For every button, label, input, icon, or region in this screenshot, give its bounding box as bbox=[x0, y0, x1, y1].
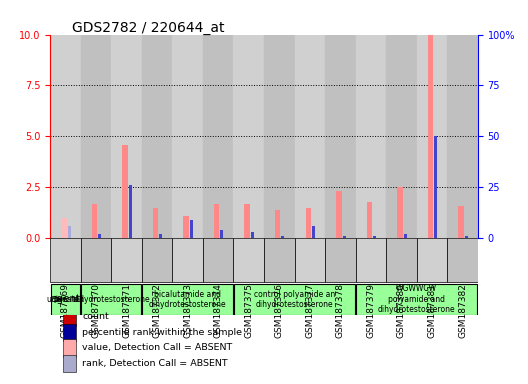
Bar bbox=[63, 308, 76, 326]
Bar bbox=[403, 234, 407, 238]
Bar bbox=[264, 35, 295, 238]
Bar bbox=[81, 238, 111, 283]
Bar bbox=[203, 238, 233, 283]
Bar bbox=[306, 208, 311, 238]
Bar bbox=[51, 284, 80, 314]
Bar bbox=[281, 236, 285, 238]
Text: GSM187369: GSM187369 bbox=[61, 283, 70, 338]
Text: GSM187380: GSM187380 bbox=[397, 283, 406, 338]
Bar bbox=[373, 236, 376, 238]
Bar bbox=[203, 35, 233, 238]
Bar bbox=[447, 238, 478, 283]
Text: GSM187381: GSM187381 bbox=[428, 283, 437, 338]
Bar bbox=[63, 324, 76, 341]
Text: GSM187374: GSM187374 bbox=[214, 283, 223, 338]
Bar bbox=[233, 35, 264, 238]
Bar bbox=[172, 238, 203, 283]
Bar bbox=[465, 236, 468, 238]
Text: GSM187372: GSM187372 bbox=[153, 283, 162, 338]
Text: GSM187373: GSM187373 bbox=[183, 283, 192, 338]
Bar bbox=[264, 238, 295, 283]
Bar bbox=[92, 204, 97, 238]
Bar bbox=[183, 216, 189, 238]
Bar bbox=[122, 144, 128, 238]
Bar bbox=[214, 204, 220, 238]
Text: GSM187378: GSM187378 bbox=[336, 283, 345, 338]
Bar bbox=[63, 355, 76, 372]
Bar bbox=[386, 35, 417, 238]
Bar bbox=[159, 234, 162, 238]
Bar bbox=[50, 35, 81, 238]
Bar bbox=[98, 234, 101, 238]
Bar bbox=[356, 35, 386, 238]
Bar bbox=[295, 35, 325, 238]
Bar bbox=[68, 226, 71, 238]
Bar bbox=[447, 35, 478, 238]
Text: agent: agent bbox=[51, 294, 81, 304]
Bar bbox=[417, 35, 447, 238]
Bar bbox=[251, 232, 254, 238]
Bar bbox=[244, 204, 250, 238]
Bar bbox=[356, 238, 386, 283]
Text: control polyamide an
dihydrotestosterone: control polyamide an dihydrotestosterone bbox=[254, 290, 335, 309]
Text: untreated: untreated bbox=[46, 295, 84, 304]
Text: GSM187382: GSM187382 bbox=[458, 283, 467, 338]
Text: GSM187377: GSM187377 bbox=[305, 283, 314, 338]
Bar bbox=[190, 220, 193, 238]
Bar bbox=[275, 210, 280, 238]
Bar bbox=[434, 136, 437, 238]
Bar bbox=[428, 35, 433, 238]
Bar bbox=[172, 35, 203, 238]
Bar bbox=[63, 339, 76, 356]
Bar bbox=[366, 202, 372, 238]
Bar bbox=[50, 238, 81, 283]
Bar bbox=[312, 226, 315, 238]
Text: percentile rank within the sample: percentile rank within the sample bbox=[82, 328, 242, 337]
Text: GSM187379: GSM187379 bbox=[366, 283, 375, 338]
Bar bbox=[417, 238, 447, 283]
Text: count: count bbox=[82, 313, 109, 321]
Bar bbox=[295, 238, 325, 283]
Bar bbox=[153, 208, 158, 238]
Bar bbox=[129, 185, 131, 238]
Bar bbox=[458, 205, 464, 238]
Text: dihydrotestosterone: dihydrotestosterone bbox=[72, 295, 150, 304]
Bar bbox=[81, 284, 141, 314]
Bar bbox=[343, 236, 345, 238]
Bar bbox=[234, 284, 355, 314]
Bar bbox=[233, 238, 264, 283]
Text: bicalutamide and
dihydrotestosterone: bicalutamide and dihydrotestosterone bbox=[149, 290, 227, 309]
Text: GSM187370: GSM187370 bbox=[91, 283, 100, 338]
Bar bbox=[397, 187, 403, 238]
Bar bbox=[325, 35, 356, 238]
Bar bbox=[336, 191, 342, 238]
Text: WGWWCW
polyamide and
dihydrotestosterone: WGWWCW polyamide and dihydrotestosterone bbox=[378, 284, 456, 314]
Bar bbox=[386, 238, 417, 283]
Bar bbox=[142, 238, 172, 283]
Bar bbox=[325, 238, 356, 283]
Bar bbox=[143, 284, 233, 314]
Text: GSM187376: GSM187376 bbox=[275, 283, 284, 338]
Text: GDS2782 / 220644_at: GDS2782 / 220644_at bbox=[72, 21, 224, 35]
Bar bbox=[220, 230, 223, 238]
Text: rank, Detection Call = ABSENT: rank, Detection Call = ABSENT bbox=[82, 359, 228, 368]
Bar bbox=[111, 238, 142, 283]
Bar bbox=[81, 35, 111, 238]
Bar bbox=[356, 284, 477, 314]
Text: value, Detection Call = ABSENT: value, Detection Call = ABSENT bbox=[82, 343, 232, 353]
Bar bbox=[61, 218, 67, 238]
Text: GSM187371: GSM187371 bbox=[122, 283, 131, 338]
Bar bbox=[142, 35, 172, 238]
Bar bbox=[111, 35, 142, 238]
Text: GSM187375: GSM187375 bbox=[244, 283, 253, 338]
